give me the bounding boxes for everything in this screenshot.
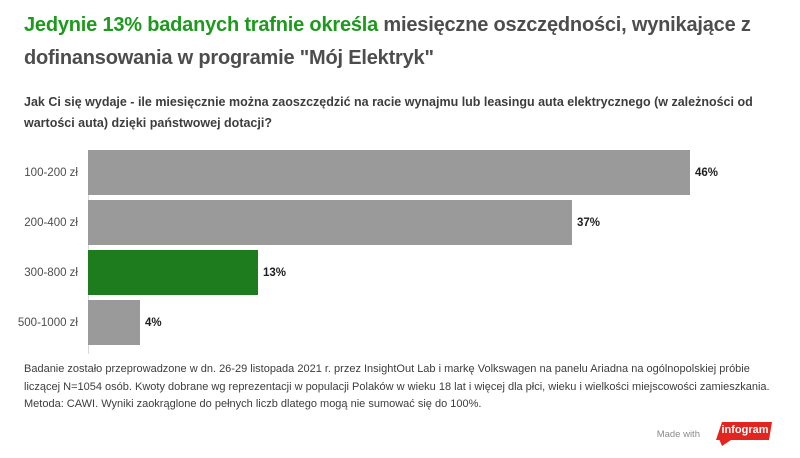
bar — [88, 300, 140, 345]
methodology-note: Badanie zostało przeprowadzone w dn. 26-… — [24, 363, 770, 410]
value-label: 4% — [145, 316, 162, 329]
bar-cell: 46% — [88, 150, 800, 195]
infogram-logo[interactable]: infogram — [708, 421, 772, 447]
bar-row: 300-800 zł 13% — [0, 250, 800, 295]
survey-question: Jak Ci się wydaje - ile miesięcznie możn… — [24, 95, 753, 130]
bar-chart: 100-200 zł 46% 200-400 zł 37% 300-800 zł 13% 5… — [0, 150, 800, 350]
page-title: Jedynie 13% badanych trafnie określa mie… — [24, 9, 780, 75]
bar-cell: 4% — [88, 300, 800, 345]
page-title-accent: Jedynie 13% badanych trafnie określa — [24, 14, 379, 36]
category-label: 100-200 zł — [24, 166, 78, 179]
category-label: 300-800 zł — [24, 266, 78, 279]
value-label: 46% — [695, 166, 719, 179]
category-label: 500-1000 zł — [17, 316, 78, 329]
value-label: 37% — [577, 216, 601, 229]
bar-row: 500-1000 zł 4% — [0, 300, 800, 345]
bar-row: 100-200 zł 46% — [0, 150, 800, 195]
bar — [88, 150, 690, 195]
category-label: 200-400 zł — [24, 216, 78, 229]
made-with-credit: Made with infogram — [657, 421, 772, 447]
bar-cell: 13% — [88, 250, 800, 295]
bar — [88, 200, 572, 245]
bar-row: 200-400 zł 37% — [0, 200, 800, 245]
made-with-label: Made with — [656, 428, 700, 440]
page-title-rest: miesięczne oszczędności, wynikające z do… — [24, 14, 751, 69]
infogram-logo-text: infogram — [721, 424, 769, 436]
value-label: 13% — [263, 266, 287, 279]
infogram-flag-icon — [716, 422, 772, 446]
bar — [88, 250, 258, 295]
bar-cell: 37% — [88, 200, 800, 245]
